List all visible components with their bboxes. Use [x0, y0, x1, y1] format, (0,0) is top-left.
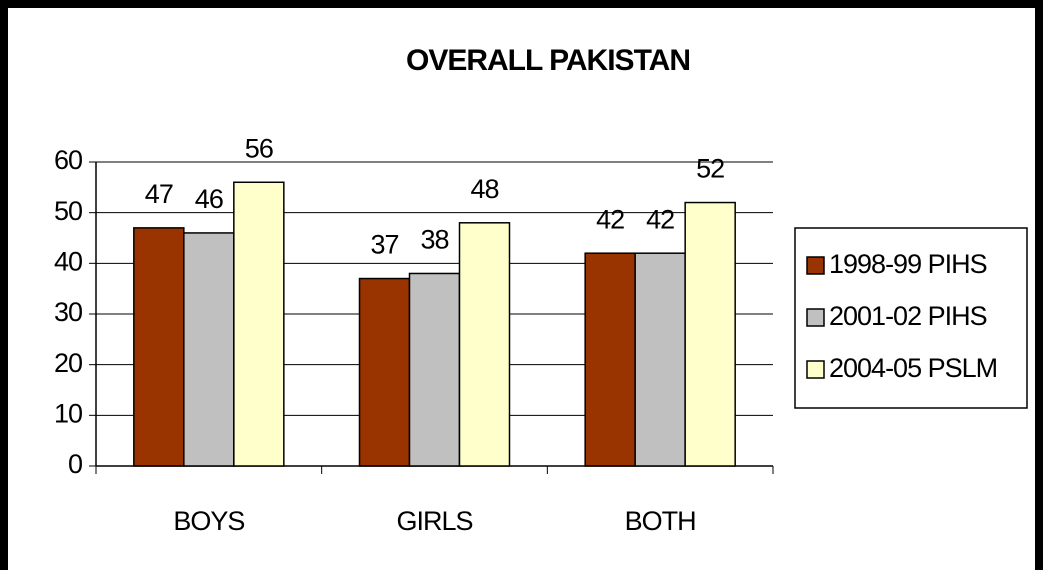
bar	[408, 272, 461, 467]
x-tick-label: BOTH	[625, 506, 696, 536]
y-tick-label: 0	[68, 449, 82, 479]
value-label: 37	[370, 230, 398, 260]
value-label: 52	[696, 154, 724, 184]
legend-label: 2004-05 PSLM	[829, 353, 997, 383]
y-tick-label: 50	[54, 196, 82, 226]
chart-title: OVERALL PAKISTAN	[406, 44, 690, 77]
bar	[634, 252, 686, 467]
value-label: 42	[646, 204, 674, 234]
bar	[358, 277, 411, 467]
legend-swatch	[806, 360, 825, 379]
value-label: 42	[596, 204, 624, 234]
bar	[233, 181, 285, 467]
x-tick-label: GIRLS	[396, 506, 472, 536]
bar	[133, 227, 185, 467]
value-label: 46	[195, 184, 223, 214]
y-tick-label: 20	[54, 348, 82, 378]
legend-label: 2001-02 PIHS	[829, 301, 987, 331]
legend-box	[794, 227, 1028, 409]
value-label: 47	[145, 179, 173, 209]
bar	[684, 201, 736, 467]
y-tick-label: 40	[54, 246, 82, 276]
legend-swatch	[806, 256, 825, 275]
bar	[183, 232, 235, 467]
value-label: 38	[420, 225, 448, 255]
bar	[584, 252, 636, 467]
legend-swatch	[806, 308, 825, 327]
legend-label: 1998-99 PIHS	[829, 249, 987, 279]
bar	[458, 222, 511, 467]
y-tick-label: 10	[54, 398, 82, 428]
value-label: 56	[245, 133, 273, 163]
y-tick-label: 60	[54, 145, 82, 175]
x-tick-label: BOYS	[173, 506, 244, 536]
y-tick-label: 30	[54, 297, 82, 327]
value-label: 48	[470, 174, 498, 204]
